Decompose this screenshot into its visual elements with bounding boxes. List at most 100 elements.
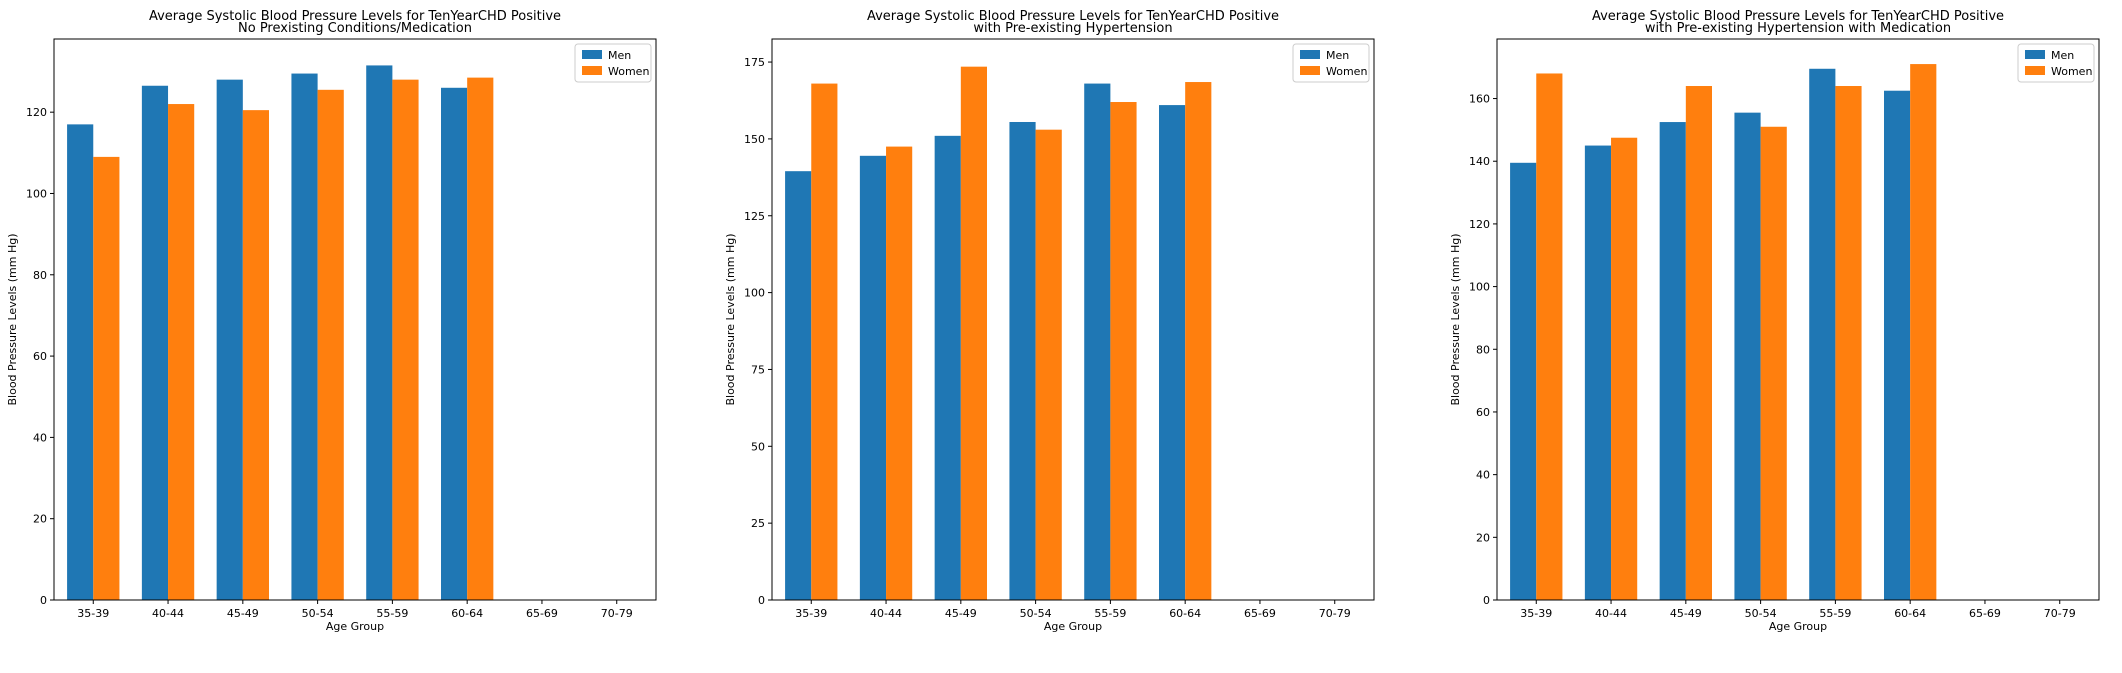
bar-women-50-54 — [317, 89, 344, 600]
legend-swatch-women — [1300, 66, 1320, 75]
x-axis-label: Age Group — [1044, 620, 1102, 633]
chart-title: Average Systolic Blood Pressure Levels f… — [149, 9, 561, 24]
x-tick-label: 60-64 — [451, 607, 483, 620]
bar-men-40-44 — [141, 85, 169, 600]
bar-women-45-49 — [242, 110, 269, 601]
y-tick-label: 100 — [1469, 281, 1490, 294]
legend-swatch-women — [2025, 66, 2045, 75]
x-tick-label: 40-44 — [152, 607, 184, 620]
chart-panel-2: 0 25 50 75 100 125 150 175 35-39 40-44 45-49 50-54 5… — [724, 9, 1375, 633]
legend-swatch-women — [582, 66, 602, 75]
legend-swatch-men — [1300, 50, 1320, 59]
x-tick-label: 50-54 — [1020, 607, 1052, 620]
x-tick-label: 65-69 — [526, 607, 558, 620]
bar-women-50-54 — [1035, 129, 1062, 600]
legend-swatch-men — [2025, 50, 2045, 59]
chart-title: Average Systolic Blood Pressure Levels f… — [1592, 9, 2004, 24]
bar-women-60-64 — [1910, 64, 1937, 600]
y-tick-label: 140 — [1469, 155, 1490, 168]
bar-women-60-64 — [1185, 82, 1212, 600]
y-tick-label: 80 — [1476, 343, 1490, 356]
bar-men-40-44 — [1584, 145, 1612, 600]
y-tick-label: 25 — [751, 517, 765, 530]
x-tick-label: 55-59 — [1094, 607, 1126, 620]
plot-frame — [1496, 38, 2100, 601]
y-tick-label: 120 — [1469, 218, 1490, 231]
x-tick-label: 60-64 — [1894, 607, 1926, 620]
bar-women-55-59 — [392, 79, 419, 601]
bar-women-45-49 — [960, 66, 987, 600]
x-axis-label: Age Group — [326, 620, 384, 633]
legend-label-women: Women — [2051, 65, 2092, 78]
x-tick-label: 35-39 — [795, 607, 827, 620]
y-tick-label: 75 — [751, 363, 765, 376]
bar-men-45-49 — [1659, 122, 1686, 600]
legend-label-men: Men — [608, 49, 631, 62]
x-tick-label: 55-59 — [376, 607, 408, 620]
y-tick-label: 125 — [744, 210, 765, 223]
x-tick-label: 50-54 — [1745, 607, 1777, 620]
bar-men-50-54 — [1734, 112, 1761, 600]
y-tick-label: 80 — [33, 269, 47, 282]
y-tick-label: 50 — [751, 440, 765, 453]
y-tick-label: 100 — [26, 187, 47, 200]
x-tick-label: 45-49 — [1670, 607, 1702, 620]
x-tick-label: 40-44 — [1595, 607, 1627, 620]
bar-men-35-39 — [1510, 162, 1537, 601]
y-axis-label: Blood Pressure Levels (mm Hg) — [1449, 233, 1462, 405]
y-tick-label: 20 — [1476, 531, 1490, 544]
legend-label-women: Women — [1326, 65, 1367, 78]
bar-women-40-44 — [168, 104, 195, 600]
x-tick-label: 70-79 — [601, 607, 633, 620]
x-axis-label: Age Group — [1769, 620, 1827, 633]
bar-women-45-49 — [1685, 86, 1712, 600]
x-tick-label: 45-49 — [227, 607, 259, 620]
y-tick-label: 175 — [744, 56, 765, 69]
y-tick-label: 100 — [744, 287, 765, 300]
legend-label-women: Women — [608, 65, 649, 78]
y-axis-label: Blood Pressure Levels (mm Hg) — [6, 233, 19, 405]
bar-men-55-59 — [366, 65, 393, 601]
x-tick-label: 55-59 — [1819, 607, 1851, 620]
bar-men-35-39 — [67, 124, 94, 600]
y-tick-label: 60 — [33, 350, 47, 363]
y-tick-label: 20 — [33, 513, 47, 526]
chart-title: Average Systolic Blood Pressure Levels f… — [867, 9, 1279, 24]
bar-men-60-64 — [1159, 105, 1186, 601]
bar-men-40-44 — [859, 155, 887, 600]
bar-men-45-49 — [934, 135, 961, 600]
bar-men-60-64 — [1884, 90, 1911, 601]
bar-women-50-54 — [1760, 126, 1787, 601]
y-tick-label: 0 — [40, 594, 47, 607]
chart-panel-3: 0 20 40 60 80 100 120 140 160 35-39 40-44 45-49 50-5… — [1449, 9, 2100, 633]
legend: Men Women — [574, 43, 652, 83]
x-tick-label: 45-49 — [945, 607, 977, 620]
legend: Men Women — [1292, 43, 1370, 83]
bar-men-45-49 — [216, 79, 243, 601]
bar-men-60-64 — [441, 87, 468, 601]
bar-men-50-54 — [291, 73, 318, 601]
x-tick-label: 40-44 — [870, 607, 902, 620]
legend-label-men: Men — [2051, 49, 2074, 62]
y-tick-label: 0 — [1483, 594, 1490, 607]
plot-frame — [771, 38, 1375, 601]
legend-swatch-men — [582, 50, 602, 59]
bar-women-55-59 — [1835, 86, 1862, 600]
x-tick-label: 70-79 — [1319, 607, 1351, 620]
y-tick-label: 40 — [33, 431, 47, 444]
y-tick-label: 40 — [1476, 469, 1490, 482]
legend-label-men: Men — [1326, 49, 1349, 62]
y-tick-label: 150 — [744, 133, 765, 146]
x-tick-label: 60-64 — [1169, 607, 1201, 620]
chart-subtitle: No Prexisting Conditions/Medication — [238, 21, 472, 36]
plot-frame — [53, 38, 657, 601]
bar-men-35-39 — [785, 171, 812, 600]
x-tick-label: 35-39 — [77, 607, 109, 620]
chart-subtitle: with Pre-existing Hypertension — [973, 21, 1172, 36]
chart-panel-1: 0 20 40 60 80 100 120 35-39 40-44 45-49 50-54 55-59… — [6, 9, 657, 633]
bar-men-55-59 — [1084, 83, 1111, 600]
legend: Men Women — [2017, 43, 2095, 83]
x-tick-label: 70-79 — [2044, 607, 2076, 620]
x-tick-label: 35-39 — [1520, 607, 1552, 620]
